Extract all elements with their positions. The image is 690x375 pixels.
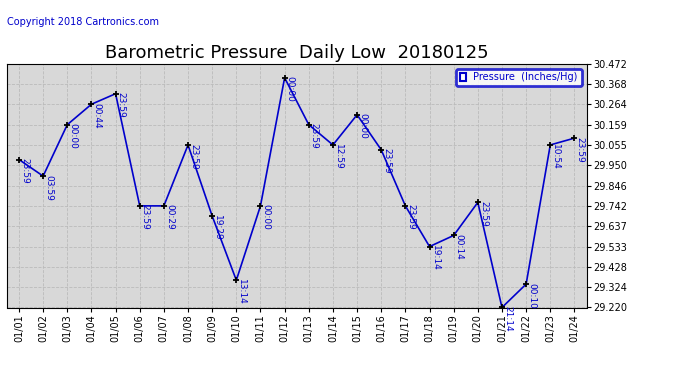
Text: 21:14: 21:14 bbox=[503, 306, 512, 332]
Text: 00:00: 00:00 bbox=[262, 204, 270, 230]
Text: 23:59: 23:59 bbox=[479, 201, 488, 227]
Text: 03:59: 03:59 bbox=[44, 175, 53, 201]
Text: 23:59: 23:59 bbox=[141, 204, 150, 230]
Text: 23:59: 23:59 bbox=[20, 158, 29, 184]
Text: 23:59: 23:59 bbox=[575, 137, 584, 162]
Text: 13:14: 13:14 bbox=[237, 279, 246, 304]
Text: 23:59: 23:59 bbox=[382, 148, 391, 174]
Text: 23:59: 23:59 bbox=[406, 204, 415, 230]
Text: 00:00: 00:00 bbox=[358, 113, 367, 139]
Text: Copyright 2018 Cartronics.com: Copyright 2018 Cartronics.com bbox=[7, 17, 159, 27]
Text: 23:59: 23:59 bbox=[117, 92, 126, 118]
Text: 00:14: 00:14 bbox=[455, 234, 464, 260]
Text: 00:10: 00:10 bbox=[527, 283, 536, 309]
Text: 00:00: 00:00 bbox=[68, 123, 77, 149]
Text: 00:00: 00:00 bbox=[286, 76, 295, 102]
Text: 19:29: 19:29 bbox=[213, 214, 222, 240]
Text: 10:54: 10:54 bbox=[551, 144, 560, 169]
Text: 00:29: 00:29 bbox=[165, 204, 174, 230]
Text: 23:59: 23:59 bbox=[189, 144, 198, 169]
Text: 12:59: 12:59 bbox=[334, 144, 343, 169]
Legend: Pressure  (Inches/Hg): Pressure (Inches/Hg) bbox=[456, 69, 582, 86]
Text: 23:59: 23:59 bbox=[310, 123, 319, 149]
Text: 00:44: 00:44 bbox=[92, 103, 101, 129]
Title: Barometric Pressure  Daily Low  20180125: Barometric Pressure Daily Low 20180125 bbox=[105, 44, 489, 62]
Text: 19:14: 19:14 bbox=[431, 245, 440, 271]
